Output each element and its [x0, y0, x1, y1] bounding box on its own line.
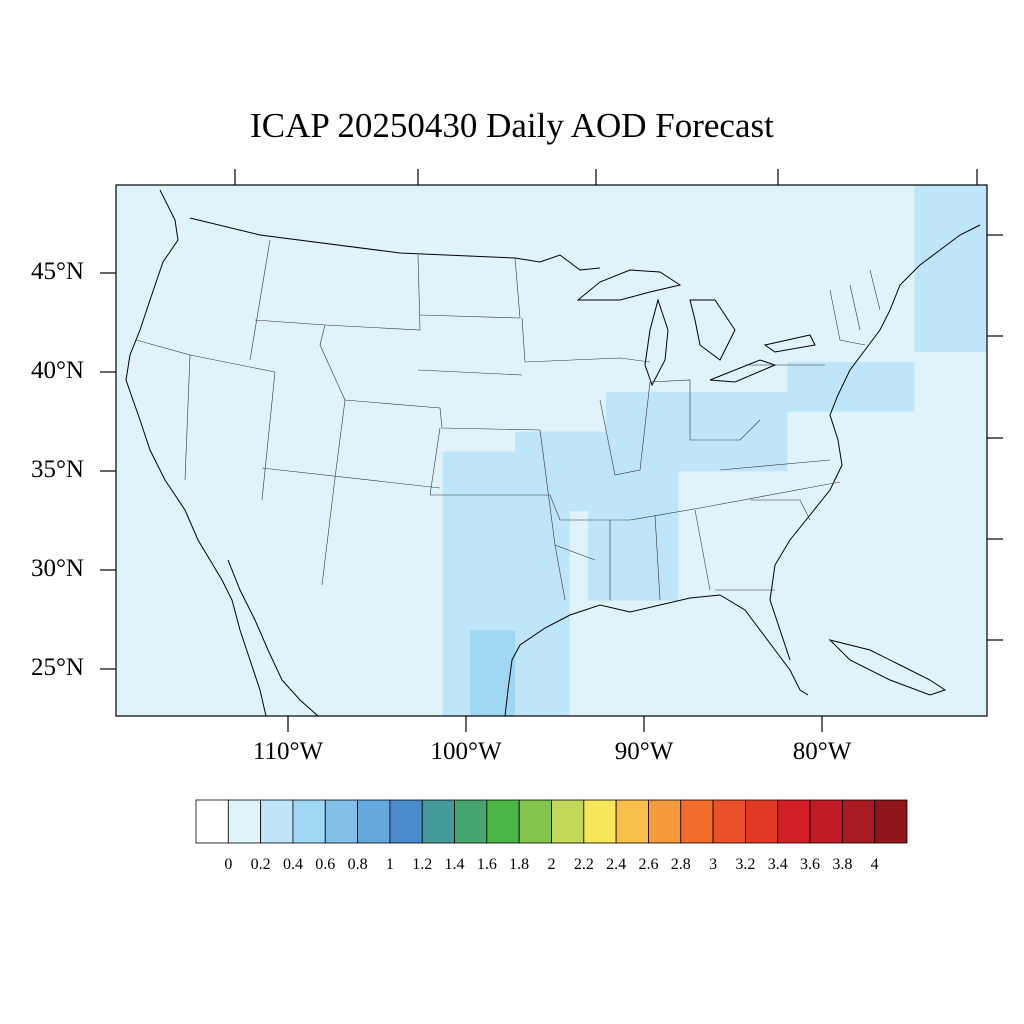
colorbar-swatch [745, 799, 779, 844]
colorbar-swatch [260, 799, 294, 844]
lake-michigan [644, 298, 669, 387]
colorbar-swatch [195, 799, 229, 844]
aod-field [116, 185, 987, 716]
colorbar-label: 1.6 [476, 856, 497, 873]
colorbar-swatch [551, 799, 585, 844]
lake-ontario [763, 334, 816, 353]
colorbar-swatch [841, 799, 876, 844]
colorbar-label: 2.8 [670, 856, 691, 873]
map-frame [115, 184, 988, 717]
colorbar-label: 3.6 [800, 856, 821, 873]
colorbar-label: 4 [870, 856, 879, 873]
us-canada-border [189, 217, 601, 271]
colorbar-label: 2.6 [638, 856, 659, 873]
colorbar-label: 0.8 [347, 856, 368, 873]
colorbar-label: 2 [547, 856, 556, 873]
right-ticks [987, 234, 1003, 641]
aod-cells [442, 185, 987, 716]
lake-huron [689, 299, 736, 361]
colorbar-label: 3 [709, 856, 718, 873]
bottom-ticks [287, 716, 823, 732]
colorbar-label: 0.6 [315, 856, 336, 873]
colorbar-label: 0 [224, 856, 233, 873]
aod-cell-ohio-valley-plume [605, 391, 788, 472]
state-borders [135, 239, 881, 601]
colorbar-label: 1 [385, 856, 394, 873]
y-tick-label-35n: 35°N [30, 456, 84, 483]
colorbar-label: 1.8 [509, 856, 530, 873]
colorbar-label: 3.8 [832, 856, 853, 873]
colorbar-swatch [421, 799, 455, 844]
colorbar-label: 3.4 [767, 856, 788, 873]
x-tick-label-80w: 80°W [792, 738, 852, 765]
colorbar-label: 1.4 [444, 856, 465, 873]
atlantic-coastline [769, 224, 981, 661]
colorbar-swatch [712, 799, 746, 844]
colorbar-swatch [324, 799, 358, 844]
y-tick-label-25n: 25°N [30, 654, 84, 681]
colorbar-swatch [486, 799, 520, 844]
aod-cell-lower-mississippi-plume [587, 511, 679, 601]
colorbar-swatch [583, 799, 617, 844]
colorbar-swatch [454, 799, 488, 844]
cuba [828, 639, 947, 696]
colorbar-label: 2.2 [573, 856, 594, 873]
aod-cell-south-texas-core [469, 630, 516, 716]
y-tick-label-45n: 45°N [30, 258, 84, 285]
coastlines [125, 189, 981, 716]
y-tick-label-40n: 40°N [30, 357, 84, 384]
colorbar-swatch [389, 799, 423, 844]
x-tick-label-90w: 90°W [614, 738, 674, 765]
colorbar-label: 2.4 [606, 856, 627, 873]
colorbar-label: 3.2 [735, 856, 756, 873]
pacific-coastline [125, 189, 267, 716]
colorbar-swatch [874, 799, 908, 844]
colorbar [195, 799, 908, 844]
colorbar-swatch [615, 799, 649, 844]
gulf-of-california-coast [227, 559, 319, 716]
colorbar-label: 0.4 [282, 856, 303, 873]
colorbar-swatch [292, 799, 326, 844]
colorbar-swatch [227, 799, 262, 844]
colorbar-swatch [809, 799, 843, 844]
x-tick-label-110w: 110°W [252, 738, 324, 765]
lake-superior [576, 269, 682, 301]
gulf-coastline [504, 594, 809, 716]
y-tick-label-30n: 30°N [30, 555, 84, 582]
colorbar-swatch [680, 799, 714, 844]
aod-cell-mid-atlantic-plume [787, 362, 915, 412]
colorbar-swatch [357, 799, 391, 844]
colorbar-label: 0.2 [250, 856, 271, 873]
aod-cell-northeast-offshore-plume [914, 185, 987, 353]
top-ticks [234, 169, 978, 185]
colorbar-swatch [518, 799, 552, 844]
x-tick-label-100w: 100°W [430, 738, 502, 765]
map-title: ICAP 20250430 Daily AOD Forecast [250, 106, 774, 145]
left-ticks [100, 272, 116, 670]
colorbar-swatch [648, 799, 682, 844]
colorbar-label: 1.2 [412, 856, 433, 873]
colorbar-swatch [777, 799, 811, 844]
